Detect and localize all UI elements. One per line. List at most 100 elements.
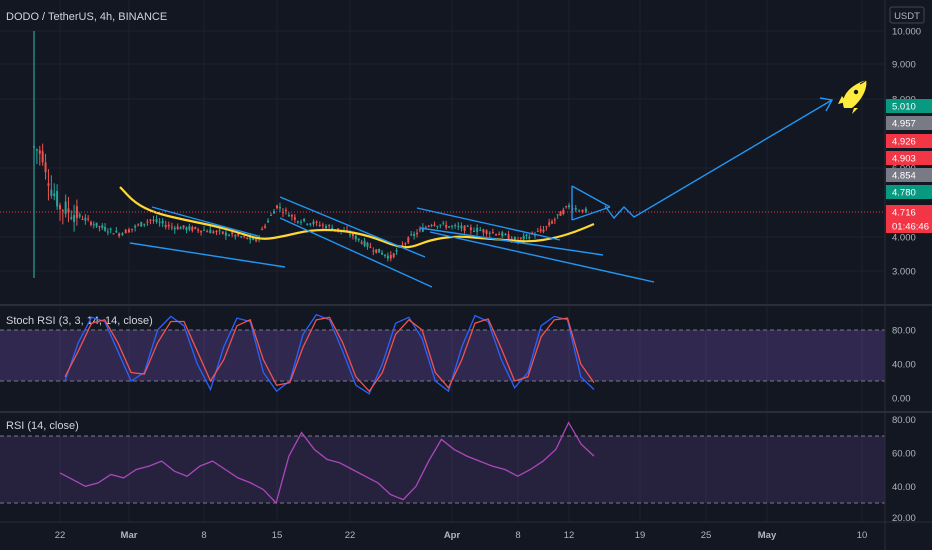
channel-3-upper-line[interactable] (416, 207, 561, 241)
candle-body (89, 221, 92, 225)
candle-body (70, 217, 73, 219)
channel-1-lower-line[interactable] (129, 242, 286, 268)
candle-body (525, 234, 528, 237)
vertical-grid (59, 0, 863, 522)
candle-body (284, 209, 287, 211)
candle-body (375, 249, 378, 253)
candle-body (258, 236, 261, 238)
candle-body (287, 214, 290, 217)
candle-body (67, 208, 70, 213)
candle-body (553, 219, 556, 221)
candle-body (299, 221, 302, 223)
candle-body (357, 238, 360, 241)
candle-body (418, 229, 421, 231)
candle-body (124, 229, 127, 234)
candle-body (421, 227, 424, 232)
candle-body (41, 151, 44, 163)
stoch-rsi-tick-label: 0.00 (892, 394, 911, 405)
candle-body (378, 248, 381, 253)
candle-body (351, 233, 354, 236)
candle-body (562, 209, 565, 214)
channel-3-extended-line[interactable] (429, 231, 655, 283)
candle-body (410, 234, 413, 236)
candle-body (479, 229, 482, 231)
candle-body (218, 230, 221, 232)
candle-body (568, 205, 570, 208)
candle-body (164, 225, 167, 228)
candle-body (44, 162, 47, 173)
candle-body (346, 229, 349, 231)
candle-body (131, 228, 134, 230)
price-panel[interactable]: DODO / TetherUS, 4h, BINANCE (0, 11, 885, 288)
channel-3-lower-line[interactable] (419, 227, 604, 256)
time-axis[interactable]: 22 Mar 8 15 22 Apr 8 12 19 25 May 10 (55, 530, 868, 541)
candle-body (170, 226, 173, 228)
candle-body (528, 236, 531, 239)
candle-body (476, 227, 479, 232)
candle-body (176, 226, 179, 230)
candle-body (212, 231, 215, 233)
projection-path[interactable] (604, 99, 833, 220)
currency-badge[interactable] (889, 6, 925, 24)
candle-body (534, 234, 536, 236)
candle-body (115, 230, 118, 233)
candle-body (460, 225, 463, 229)
candle-body (95, 222, 98, 227)
candle-body (206, 231, 209, 233)
candle-body (574, 208, 577, 210)
candle-body (155, 219, 158, 222)
candle-body (188, 226, 191, 230)
candle-body (203, 229, 205, 231)
candle-body (84, 217, 87, 221)
rsi-line (59, 421, 595, 505)
price-tag-label: 4.780 (892, 188, 916, 199)
trend-drawings[interactable] (129, 97, 834, 288)
candle-body (87, 218, 90, 220)
time-tick-label: 15 (272, 530, 283, 541)
time-tick-label: 22 (55, 530, 66, 541)
candle-body (463, 225, 466, 231)
candle-body (197, 229, 200, 231)
candle-body (369, 246, 372, 248)
candle-body (146, 221, 149, 223)
rocket-icon (838, 79, 867, 114)
triangle-upper-line[interactable] (571, 185, 611, 208)
stoch-rsi-tick-label: 80.00 (892, 326, 916, 337)
rsi-panel[interactable]: RSI (14, close) (0, 420, 885, 505)
candle-body (140, 222, 143, 227)
candle-body (383, 254, 386, 256)
stoch-rsi-title[interactable]: Stoch RSI (3, 3, 14, 14, close) (6, 315, 153, 327)
channel-2-lower-line[interactable] (279, 217, 433, 288)
price-tag-label: 4.903 (892, 154, 916, 165)
time-tick-label: 12 (564, 530, 575, 541)
stoch-rsi-panel[interactable]: Stoch RSI (3, 3, 14, 14, close) (0, 313, 885, 395)
candle-body (296, 221, 299, 223)
candle-body (416, 232, 419, 235)
candle-body (179, 227, 182, 230)
candle-body (109, 228, 112, 230)
candle-body (392, 253, 395, 258)
triangle-lower-line[interactable] (571, 206, 611, 221)
candle-body (545, 226, 548, 228)
candle-body (104, 227, 107, 231)
candle-body (278, 206, 281, 209)
candle-body (395, 250, 398, 252)
candle-body (318, 224, 321, 226)
candle-body (303, 218, 306, 221)
candle-body (249, 236, 252, 240)
candle-body (234, 234, 237, 237)
symbol-title[interactable]: DODO / TetherUS, 4h, BINANCE (6, 11, 167, 23)
price-tag-label: 4.957 (892, 119, 916, 130)
candle-body (366, 242, 369, 247)
candle-body (261, 228, 264, 230)
candle-body (556, 214, 559, 216)
candle-body (75, 206, 78, 219)
channel-1-upper-line[interactable] (151, 206, 259, 237)
candle-body (81, 219, 84, 221)
channel-2-upper-line[interactable] (279, 196, 426, 258)
candle-body (137, 224, 140, 226)
rsi-title[interactable]: RSI (14, close) (6, 420, 79, 432)
candle-body (513, 236, 516, 240)
